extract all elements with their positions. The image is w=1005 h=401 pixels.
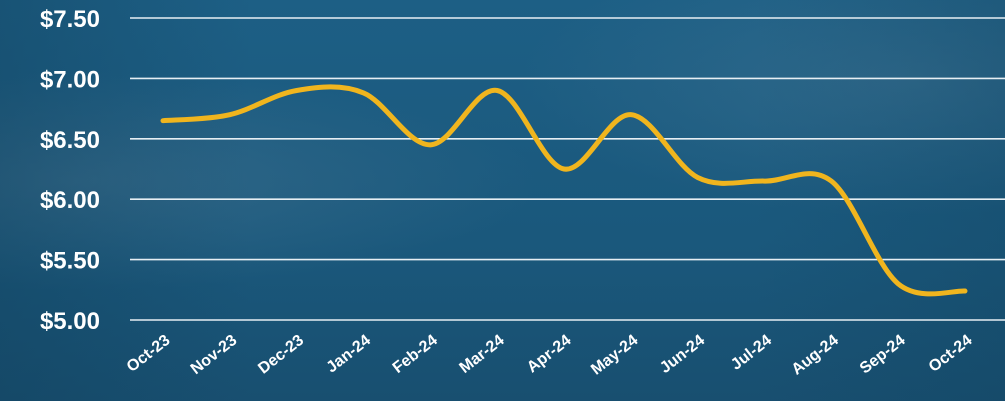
y-tick-label: $7.50: [40, 6, 100, 33]
y-tick-label: $6.00: [40, 187, 100, 214]
y-tick-label: $7.00: [40, 66, 100, 93]
y-axis-ticks: $5.00 $5.50 $6.00 $6.50 $7.00 $7.50: [40, 6, 100, 335]
y-tick-label: $5.50: [40, 248, 100, 275]
series-lines: [160, 84, 968, 297]
grid-lines: [130, 17, 1005, 321]
series-line: [160, 84, 968, 297]
y-tick-label: $5.00: [40, 308, 100, 335]
y-tick-label: $6.50: [40, 127, 100, 154]
